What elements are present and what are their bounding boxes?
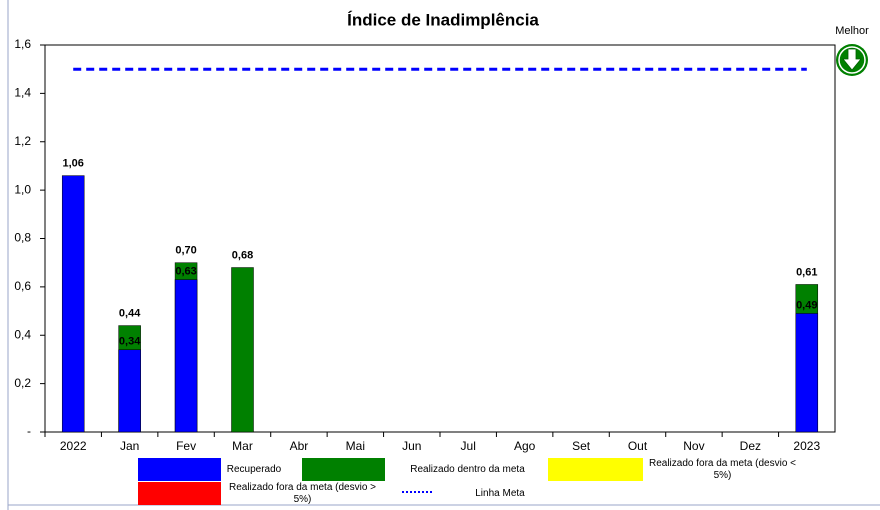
plot-area (44, 44, 836, 433)
y-tick-label: 0,8 (14, 231, 31, 245)
data-label: 0,61 (796, 266, 817, 278)
data-label: 0,63 (175, 266, 196, 278)
x-tick-label: Jan (120, 439, 139, 453)
x-tick-label: Out (628, 439, 648, 453)
legend-label: Realizado dentro da meta (410, 464, 525, 475)
y-tick-label: 0,6 (14, 279, 31, 293)
bar (231, 267, 254, 433)
x-tick-label: Ago (514, 439, 536, 453)
note: Melhor (835, 25, 869, 37)
x-tick-label: Jul (461, 439, 476, 453)
bar (61, 175, 85, 433)
x-tick-label: Nov (683, 439, 704, 453)
data-label: 1,06 (63, 158, 84, 170)
bar (174, 279, 198, 433)
x-tick-label: Dez (740, 439, 761, 453)
legend-label: Recuperado (226, 464, 282, 475)
better-icon (836, 44, 868, 76)
x-tick-label: Jun (402, 439, 421, 453)
y-tick-label: 0,4 (14, 327, 31, 341)
x-tick-label: Mar (232, 439, 253, 453)
legend-swatch (302, 458, 385, 481)
y-tick-label: 1,2 (14, 134, 31, 148)
y-tick-label: 1,4 (14, 86, 31, 100)
data-label: 0,34 (119, 336, 141, 348)
legend-swatch (138, 458, 221, 481)
legend-label: Realizado fora da meta (desvio < 5%) (648, 458, 797, 481)
y-tick-label: 1,6 (14, 37, 31, 51)
x-tick-label: Abr (290, 439, 309, 453)
x-tick-label: Set (572, 439, 591, 453)
bar (795, 313, 819, 433)
chart-title: Índice de Inadimplência (347, 10, 539, 29)
bar (118, 349, 141, 433)
data-label: 0,49 (796, 299, 817, 311)
y-tick-label: 1,0 (14, 182, 31, 196)
x-tick-label: Mai (346, 439, 365, 453)
y-tick-label: - (27, 424, 31, 438)
legend-swatch (138, 482, 221, 505)
data-label: 0,68 (232, 249, 253, 261)
data-label: 0,44 (119, 307, 141, 319)
data-label: 0,70 (175, 245, 196, 257)
x-tick-label: 2023 (793, 439, 820, 453)
y-tick-label: 0,2 (14, 376, 31, 390)
x-tick-label: Fev (176, 439, 196, 453)
x-tick-label: 2022 (60, 439, 87, 453)
legend-swatch (548, 458, 643, 481)
legend-label: Realizado fora da meta (desvio > 5%) (228, 482, 377, 505)
legend-label: Linha Meta (475, 488, 525, 499)
